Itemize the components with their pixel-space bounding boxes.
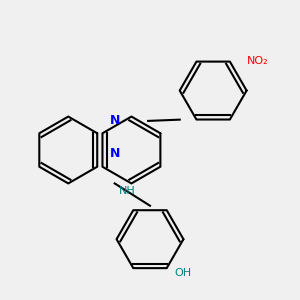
Text: N: N: [110, 114, 120, 128]
Text: OH: OH: [175, 268, 192, 278]
Text: NH: NH: [119, 186, 136, 196]
Text: N: N: [110, 147, 120, 160]
Text: NO₂: NO₂: [247, 56, 268, 66]
